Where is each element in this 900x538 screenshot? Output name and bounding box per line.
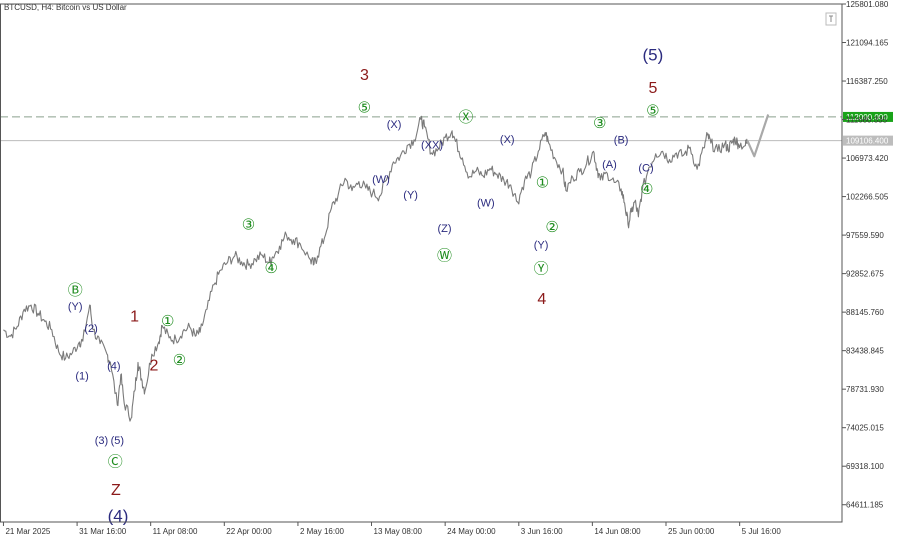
plot-frame <box>0 3 843 523</box>
wave-label: ② <box>173 352 186 369</box>
y-tick-label: 83438.845 <box>846 347 884 356</box>
x-tick-label: 3 Jun 16:00 <box>521 527 563 536</box>
wave-label: (5) <box>643 46 664 65</box>
wave-label: 4 <box>537 291 546 308</box>
y-tick-label: 97559.590 <box>846 231 884 240</box>
scroll-end-icon[interactable] <box>825 12 837 26</box>
x-tick-label: 5 Jul 16:00 <box>742 527 782 536</box>
wave-label: 5 <box>648 80 657 97</box>
wave-label: (X) <box>500 134 515 146</box>
wave-label: (X) <box>387 119 402 131</box>
wave-label: (4) <box>107 361 120 373</box>
y-tick-label: 74025.015 <box>846 424 884 433</box>
x-tick-label: 14 Jun 08:00 <box>594 527 641 536</box>
wave-label: (XX) <box>421 140 443 152</box>
level-price-tag <box>843 135 893 146</box>
wave-label: (Y) <box>403 190 418 202</box>
wave-label: ⑤ <box>358 99 371 116</box>
chart-title: BTCUSD, H4: Bitcoin vs US Dollar <box>4 3 127 12</box>
wave-label: (W) <box>372 174 390 186</box>
wave-label: ① <box>536 175 549 192</box>
wave-labels: Ⓑ(Y)(2)(1)(4)(3) (5)ⒸZ(4)1 ①2 ②③④3⑤(X)(W)(X… <box>68 46 664 526</box>
x-tick-label: 24 May 00:00 <box>447 527 496 536</box>
wave-label: Ⓑ <box>68 282 83 299</box>
wave-label: ③ <box>593 115 606 132</box>
wave-label: (Y) <box>68 301 83 313</box>
wave-label: (2) <box>84 323 97 335</box>
wave-label: Ⓒ <box>108 454 123 471</box>
wave-label: (C) <box>638 163 653 175</box>
y-tick-label: 125801.080 <box>846 0 889 9</box>
y-tick-label: 69318.100 <box>846 462 884 471</box>
wave-label: Ⓨ <box>534 261 549 278</box>
x-tick-label: 22 Apr 00:00 <box>226 527 272 536</box>
wave-label: ⑤ <box>646 103 659 120</box>
level-price-tag-label: 112000.000 <box>846 113 888 122</box>
wave-label: Z <box>111 482 121 499</box>
wave-label: ② <box>545 219 558 236</box>
y-tick-label: 92852.675 <box>846 270 884 279</box>
wave-label: ③ <box>242 216 255 233</box>
wave-label: (B) <box>614 135 629 147</box>
wave-label: Ⓧ <box>458 109 473 126</box>
y-tick-label: 78731.930 <box>846 385 884 394</box>
wave-label: (3) <box>95 435 108 447</box>
price-line <box>3 115 748 422</box>
x-tick-label: 11 Apr 08:00 <box>153 527 198 536</box>
wave-label: (1) <box>75 370 88 382</box>
y-tick-label: 64611.185 <box>846 501 884 510</box>
x-tick-label: 21 Mar 2025 <box>5 527 50 536</box>
level-price-tag-label: 109106.400 <box>846 137 889 146</box>
wave-label: 3 <box>360 67 369 84</box>
x-tick-label: 31 Mar 16:00 <box>79 527 127 536</box>
wave-label: (Y) <box>534 239 549 251</box>
wave-label: (A) <box>602 159 617 171</box>
price-series <box>3 114 770 422</box>
y-tick-label: 121094.165 <box>846 39 889 48</box>
wave-label: (4) <box>108 506 129 525</box>
projection-path <box>746 114 770 158</box>
y-tick-label: 88145.760 <box>846 308 884 317</box>
x-tick-label: 2 May 16:00 <box>300 527 345 536</box>
level-price-tag <box>843 111 893 122</box>
x-tick-label: 13 May 08:00 <box>374 527 423 536</box>
wave-label: Ⓦ <box>437 247 452 264</box>
wave-label: ④ <box>640 181 653 198</box>
wave-label: 1 <box>130 308 139 325</box>
wave-label: 2 <box>149 357 158 374</box>
y-tick-label: 106973.420 <box>846 154 889 163</box>
y-tick-label: 102266.505 <box>846 193 889 202</box>
wave-label: (Z) <box>437 223 451 235</box>
wave-label: ④ <box>265 260 278 277</box>
y-tick-label: 111680.335 <box>846 116 888 125</box>
wave-label: (W) <box>477 198 495 210</box>
y-tick-label: 116387.250 <box>846 77 888 86</box>
wave-label: ① <box>161 313 174 330</box>
x-tick-label: 25 Jun 00:00 <box>668 527 715 536</box>
wave-label: (5) <box>111 435 124 447</box>
